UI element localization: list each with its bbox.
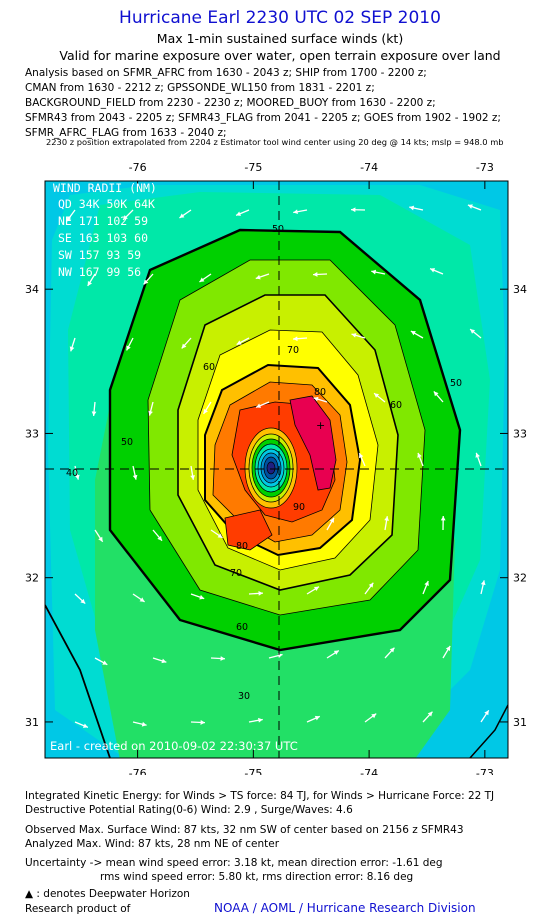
lon-tick-label: -76 <box>129 767 147 775</box>
credit-stamp: Earl - created on 2010-09-02 22:30:37 UT… <box>50 739 298 753</box>
contour-label: 90 <box>293 502 305 513</box>
ike-line: Integrated Kinetic Energy: for Winds > T… <box>25 790 494 804</box>
lon-tick-label: -74 <box>360 161 378 174</box>
lat-tick-label: 31 <box>513 716 527 729</box>
lon-tick-label: -75 <box>244 767 262 775</box>
deepwater-icon: ▲ <box>25 888 33 900</box>
lon-tick-label: -74 <box>360 767 378 775</box>
map-subtitle: Max 1-min sustained surface winds (kt) <box>0 31 560 46</box>
contour-label: 60 <box>236 622 248 633</box>
lat-tick-label: 34 <box>513 283 527 296</box>
wind-radii-row: NE 171 102 59 <box>58 214 148 228</box>
contour-label: 80 <box>236 541 248 552</box>
wind-radii-title: WIND RADII (NM) <box>53 181 157 195</box>
lon-tick-label: -76 <box>129 161 147 174</box>
wind-field-map: 30 40 50 50 50 60 60 60 70 70 80 80 90 + -76 -76 -75 -7… <box>0 150 560 775</box>
wind-radii-row: SW 157 93 59 <box>58 248 141 262</box>
contour-label: 50 <box>450 378 462 389</box>
lat-tick-label: 33 <box>25 427 39 440</box>
analyzed-max: Analyzed Max. Wind: 87 kts, 28 nm NE of … <box>25 838 279 852</box>
analysis-sources: Analysis based on SFMR_AFRC from 1630 - … <box>25 66 501 141</box>
contour-label: 50 <box>121 437 133 448</box>
contour-label: 60 <box>390 400 402 411</box>
contour-label: 40 <box>66 468 78 479</box>
contour-label: 70 <box>287 345 299 356</box>
analysis-line: CMAN from 1630 - 2212 z; GPSSONDE_WL150 … <box>25 81 501 96</box>
analysis-line: Analysis based on SFMR_AFRC from 1630 - … <box>25 66 501 81</box>
dpr-line: Destructive Potential Rating(0-6) Wind: … <box>25 804 353 818</box>
contour-label: 50 <box>272 224 284 235</box>
validity-note: Valid for marine exposure over water, op… <box>0 48 560 63</box>
observed-max: Observed Max. Surface Wind: 87 kts, 32 n… <box>25 824 464 838</box>
contour-label: 80 <box>314 387 326 398</box>
deepwater-label: : denotes Deepwater Horizon <box>36 888 190 900</box>
lon-tick-label: -73 <box>476 767 494 775</box>
noaa-credit: NOAA / AOML / Hurricane Research Divisio… <box>214 901 476 915</box>
lat-tick-label: 32 <box>513 572 527 585</box>
position-note: 2230 z position extrapolated from 2204 z… <box>46 137 504 147</box>
lat-tick-label: 32 <box>25 572 39 585</box>
analysis-line: BACKGROUND_FIELD from 2230 - 2230 z; MOO… <box>25 96 501 111</box>
wind-radii-row: NW 167 99 56 <box>58 265 141 279</box>
lat-tick-label: 31 <box>25 716 39 729</box>
lat-tick-label: 33 <box>513 427 527 440</box>
contour-label: 30 <box>238 691 250 702</box>
uncertainty-line: rms wind speed error: 5.80 kt, rms direc… <box>100 871 413 885</box>
wind-radii-row: SE 163 103 60 <box>58 231 148 245</box>
lon-tick-label: -73 <box>476 161 494 174</box>
lat-tick-label: 34 <box>25 283 39 296</box>
contour-label: 70 <box>230 568 242 579</box>
deepwater-legend: ▲ : denotes Deepwater Horizon <box>25 888 190 902</box>
analysis-line: SFMR43 from 2043 - 2205 z; SFMR43_FLAG f… <box>25 111 501 126</box>
map-title: Hurricane Earl 2230 UTC 02 SEP 2010 <box>0 8 560 28</box>
max-wind-marker: + <box>316 419 325 432</box>
wind-radii-header: QD 34K 50K 64K <box>58 197 155 211</box>
lon-tick-label: -75 <box>244 161 262 174</box>
research-label: Research product of <box>25 903 130 917</box>
uncertainty-line: Uncertainty -> mean wind speed error: 3.… <box>25 857 443 871</box>
eye <box>267 462 275 474</box>
contour-label: 60 <box>203 362 215 373</box>
